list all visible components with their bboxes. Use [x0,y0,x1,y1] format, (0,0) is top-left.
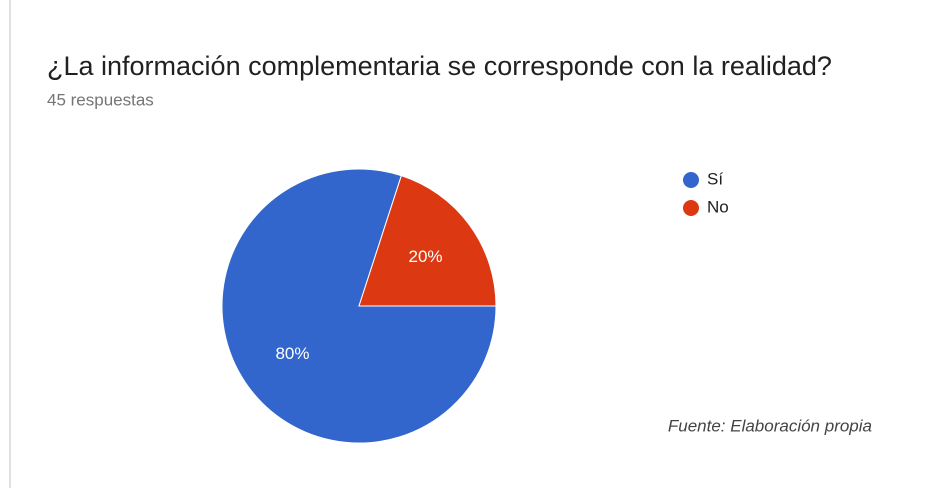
slice-label: 20% [408,247,442,266]
legend: Sí No [683,169,729,216]
legend-swatch [683,172,699,188]
chart-subtitle: 45 respuestas [47,90,154,109]
legend-label: No [707,197,729,216]
pie-slice [358,175,497,307]
legend-label: Sí [707,169,723,188]
slice-label: 80% [275,344,309,363]
source-note: Fuente: Elaboración propia [668,416,872,435]
chart-title: ¿La información complementaria se corres… [47,51,832,81]
pie: 80% 20% [221,168,497,444]
legend-swatch [683,200,699,216]
